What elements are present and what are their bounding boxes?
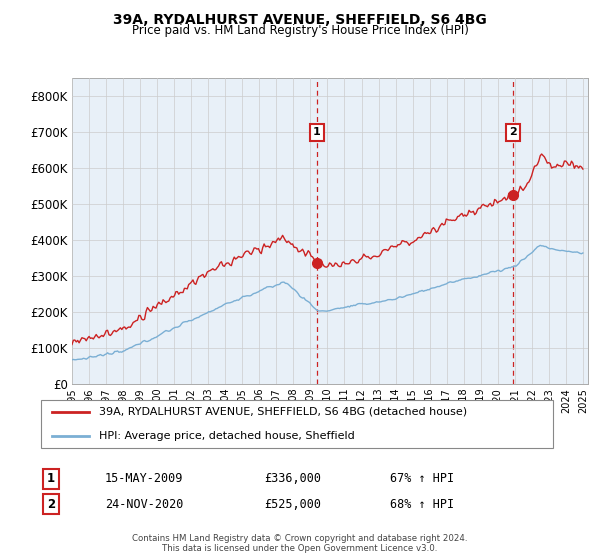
Text: £336,000: £336,000 — [264, 472, 321, 486]
Text: 39A, RYDALHURST AVENUE, SHEFFIELD, S6 4BG: 39A, RYDALHURST AVENUE, SHEFFIELD, S6 4B… — [113, 13, 487, 27]
Text: HPI: Average price, detached house, Sheffield: HPI: Average price, detached house, Shef… — [100, 431, 355, 441]
Text: 24-NOV-2020: 24-NOV-2020 — [105, 497, 184, 511]
Text: 1: 1 — [313, 127, 320, 137]
Text: Price paid vs. HM Land Registry's House Price Index (HPI): Price paid vs. HM Land Registry's House … — [131, 24, 469, 38]
Text: 39A, RYDALHURST AVENUE, SHEFFIELD, S6 4BG (detached house): 39A, RYDALHURST AVENUE, SHEFFIELD, S6 4B… — [100, 407, 467, 417]
Text: 68% ↑ HPI: 68% ↑ HPI — [390, 497, 454, 511]
Text: 2: 2 — [509, 127, 517, 137]
Text: Contains HM Land Registry data © Crown copyright and database right 2024.
This d: Contains HM Land Registry data © Crown c… — [132, 534, 468, 553]
Text: 67% ↑ HPI: 67% ↑ HPI — [390, 472, 454, 486]
Text: £525,000: £525,000 — [264, 497, 321, 511]
FancyBboxPatch shape — [41, 400, 553, 448]
Text: 15-MAY-2009: 15-MAY-2009 — [105, 472, 184, 486]
Text: 2: 2 — [47, 497, 55, 511]
Text: 1: 1 — [47, 472, 55, 486]
